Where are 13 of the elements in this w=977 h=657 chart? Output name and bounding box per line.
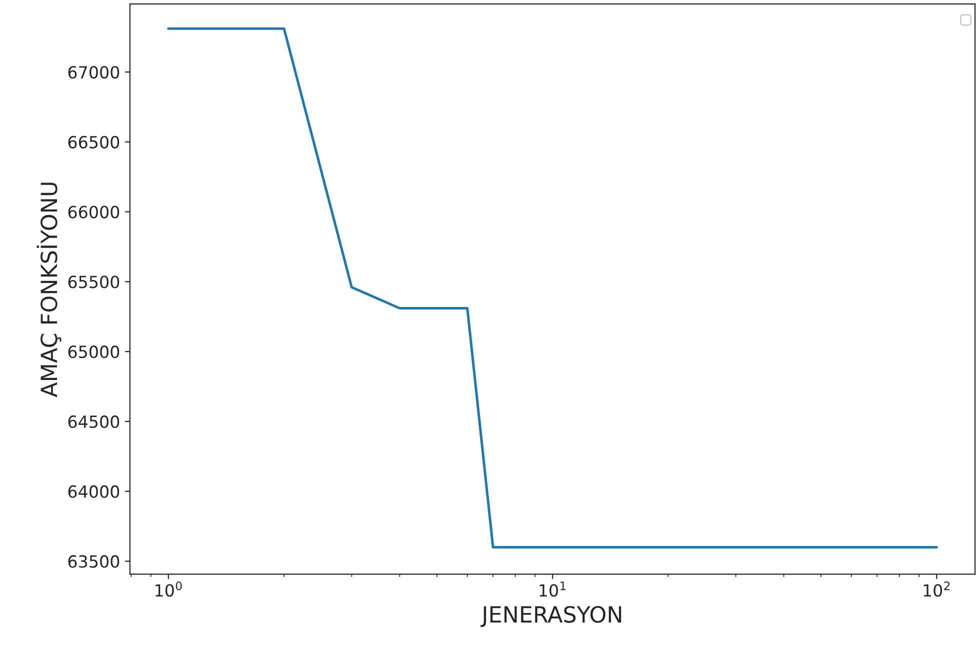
y-tick-label: 64000 (68, 485, 120, 498)
y-tick-label: 66000 (68, 206, 120, 218)
y-axis-title: AMAÇ FONKSİYONU (36, 182, 62, 398)
y-tick-label: 66500 (68, 136, 120, 148)
y-tick-label: 67000 (68, 66, 120, 79)
y-tick-label: 65500 (68, 276, 120, 288)
y-tick-label: 63500 (68, 555, 120, 568)
x-tick-label: 10$^{2}$ (924, 581, 950, 597)
y-tick-label: 65000 (68, 346, 120, 358)
y-tick-label: 64500 (68, 415, 120, 428)
x-tick-label: 10$^{0}$ (156, 581, 182, 597)
x-axis-title: JENERASYON (480, 606, 622, 627)
x-tick-label: 10$^{1}$ (540, 582, 566, 597)
